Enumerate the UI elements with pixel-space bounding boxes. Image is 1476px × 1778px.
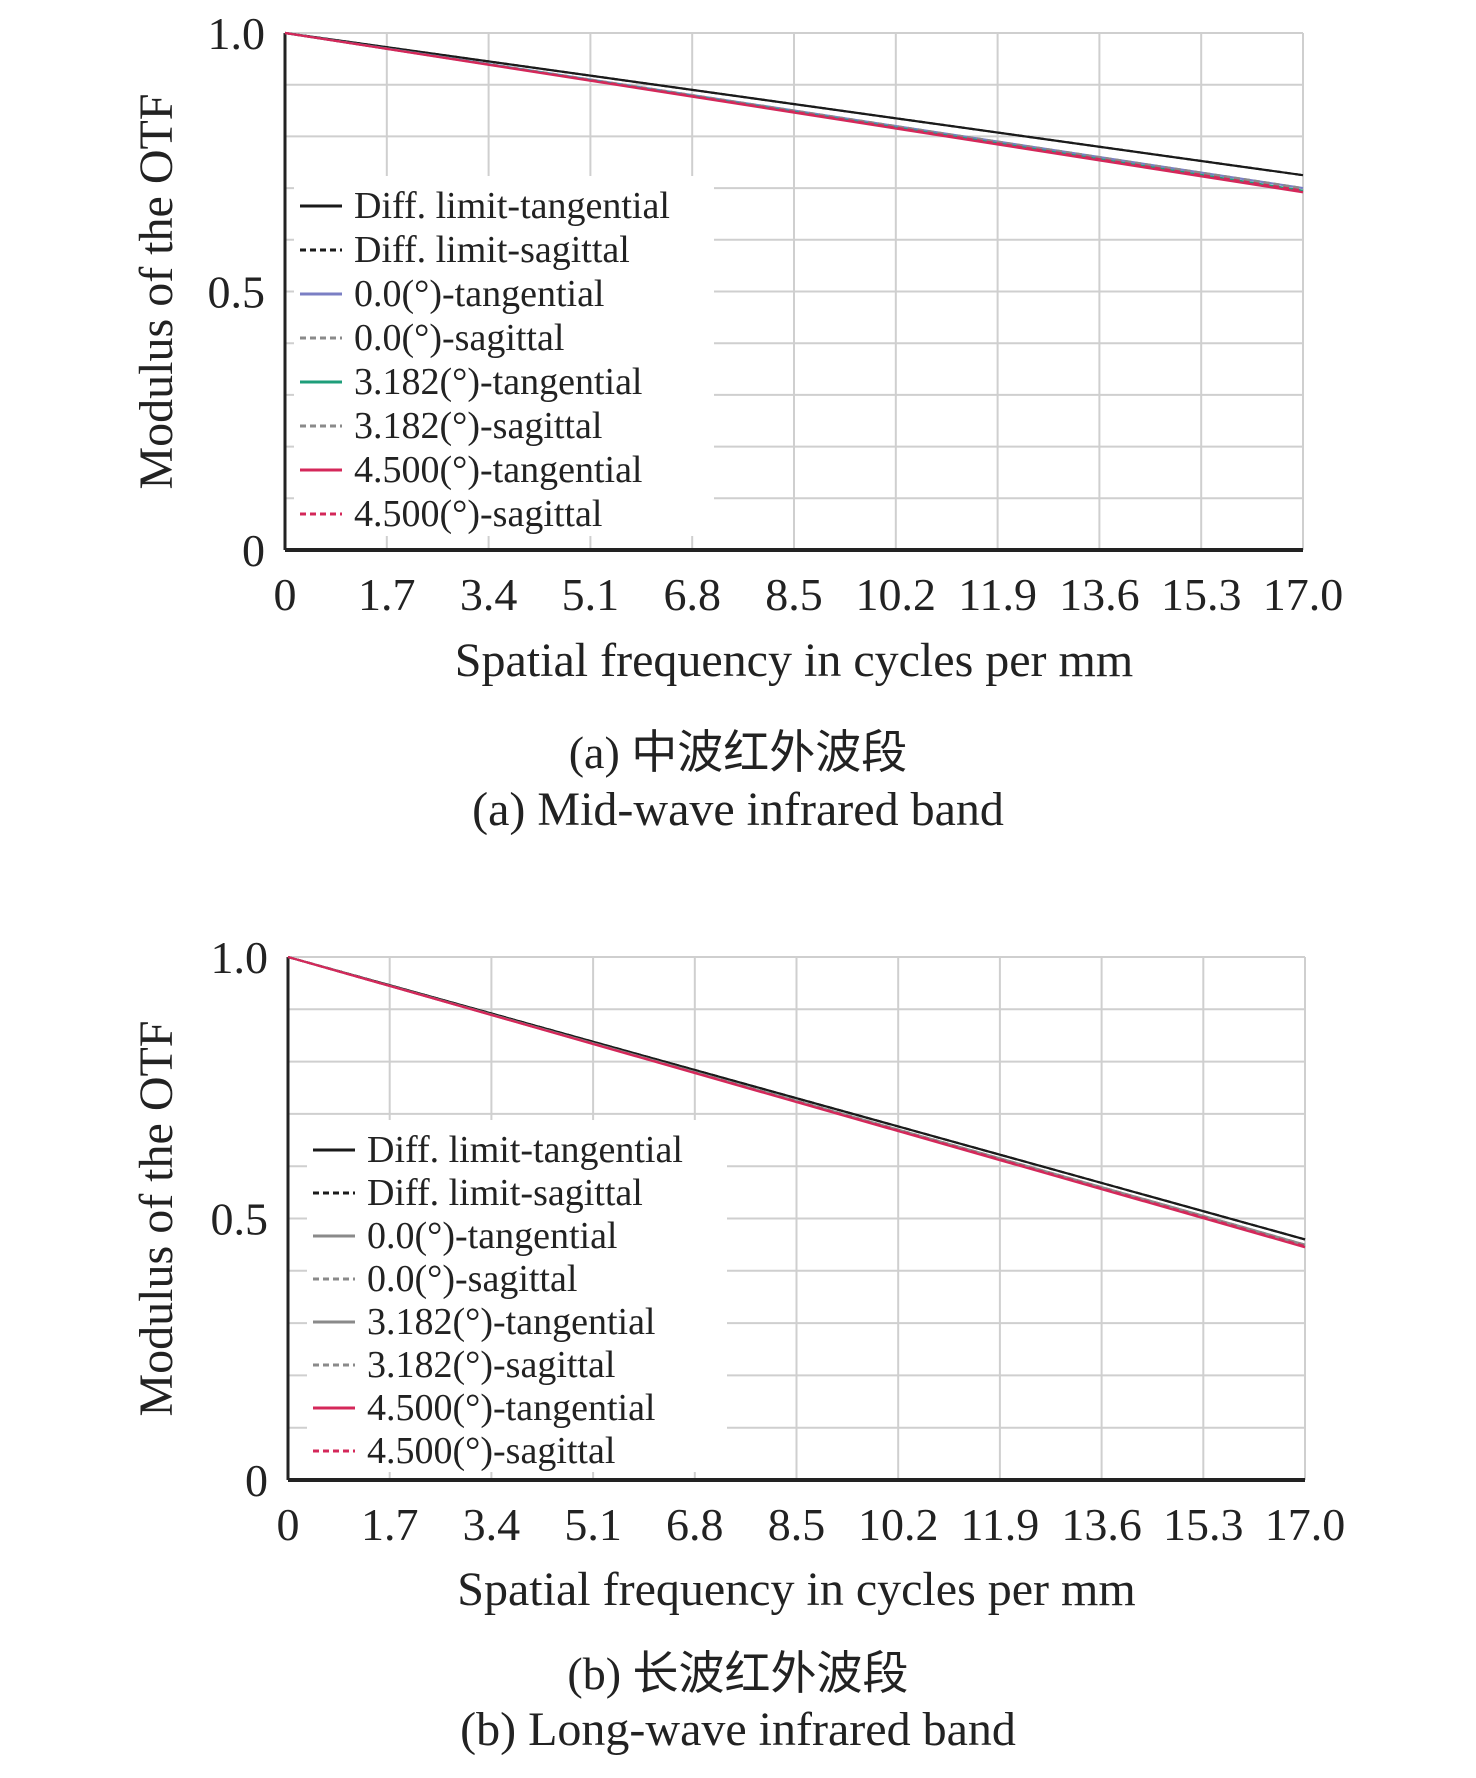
legend-label: 0.0(°)-sagittal <box>354 317 564 359</box>
legend-label: Diff. limit-sagittal <box>354 229 630 271</box>
x-tick-label: 17.0 <box>1265 1499 1346 1550</box>
x-tick-label: 13.6 <box>1059 569 1140 620</box>
y-tick-label: 1.0 <box>211 932 269 983</box>
x-tick-label: 6.8 <box>666 1499 724 1550</box>
x-tick-label: 5.1 <box>562 569 620 620</box>
x-tick-label: 0 <box>274 569 297 620</box>
y-tick-label: 0.5 <box>211 1194 269 1245</box>
x-tick-label: 10.2 <box>856 569 937 620</box>
legend-label: 3.182(°)-sagittal <box>367 1344 615 1386</box>
legend-label: 0.0(°)-tangential <box>354 273 605 315</box>
legend-label: 3.182(°)-tangential <box>354 361 643 403</box>
mtf-plot-mid-wave: 0 1.7 3.4 5.1 6.8 8.5 10.2 11.9 13.6 15.3 17.0 0 0.5… <box>130 8 1344 687</box>
y-axis-label: Modulus of the OTF <box>130 94 183 490</box>
legend-label: 4.500(°)-tangential <box>367 1387 656 1429</box>
x-tick-label: 11.9 <box>961 1499 1040 1550</box>
legend-label: 3.182(°)-sagittal <box>354 405 602 447</box>
legend-label: Diff. limit-tangential <box>367 1129 683 1171</box>
legend-label: 0.0(°)-sagittal <box>367 1258 577 1300</box>
legend-label: 3.182(°)-tangential <box>367 1301 656 1343</box>
chart-mid-wave: 0 1.7 3.4 5.1 6.8 8.5 10.2 11.9 13.6 15.3 17.0 0 0.5… <box>0 0 1476 880</box>
x-tick-label: 15.3 <box>1163 1499 1244 1550</box>
legend-label: Diff. limit-sagittal <box>367 1172 643 1214</box>
x-tick-label: 3.4 <box>463 1499 521 1550</box>
x-tick-label: 5.1 <box>564 1499 622 1550</box>
x-tick-label: 6.8 <box>663 569 721 620</box>
y-tick-label: 1.0 <box>208 8 266 59</box>
caption-en: (b) Long-wave infrared band <box>460 1703 1016 1756</box>
x-tick-label: 13.6 <box>1061 1499 1142 1550</box>
x-tick-label: 0 <box>277 1499 300 1550</box>
x-tick-label: 8.5 <box>765 569 823 620</box>
x-axis-label: Spatial frequency in cycles per mm <box>455 634 1133 687</box>
legend-background <box>294 176 714 536</box>
legend-label: Diff. limit-tangential <box>354 185 670 227</box>
x-axis-label: Spatial frequency in cycles per mm <box>457 1563 1135 1616</box>
y-tick-label: 0 <box>242 525 265 576</box>
legend-label: 4.500(°)-sagittal <box>367 1430 615 1472</box>
x-tick-label: 15.3 <box>1161 569 1242 620</box>
mtf-plot-long-wave: 0 1.7 3.4 5.1 6.8 8.5 10.2 11.9 13.6 15.3 17.0 0 0.5… <box>130 932 1346 1616</box>
x-tick-label: 3.4 <box>460 569 518 620</box>
caption-en: (a) Mid-wave infrared band <box>472 783 1004 836</box>
series-line <box>284 31 1304 192</box>
series-line <box>287 955 1306 1248</box>
legend-label: 4.500(°)-tangential <box>354 449 643 491</box>
series-line <box>284 31 1304 177</box>
x-tick-label: 1.7 <box>361 1499 419 1550</box>
x-tick-label: 8.5 <box>768 1499 826 1550</box>
legend-background <box>307 1120 727 1472</box>
caption-cn: (b) 长波红外波段 <box>567 1648 909 1699</box>
y-tick-label: 0.5 <box>208 267 266 318</box>
caption-cn: (a) 中波红外波段 <box>568 727 908 778</box>
legend-label: 0.0(°)-tangential <box>367 1215 618 1257</box>
x-tick-label: 10.2 <box>858 1499 939 1550</box>
chart-long-wave: 0 1.7 3.4 5.1 6.8 8.5 10.2 11.9 13.6 15.3 17.0 0 0.5… <box>0 905 1476 1778</box>
x-tick-label: 11.9 <box>958 569 1037 620</box>
x-tick-label: 1.7 <box>358 569 416 620</box>
legend-label: 4.500(°)-sagittal <box>354 493 602 535</box>
x-tick-label: 17.0 <box>1263 569 1344 620</box>
y-axis-label: Modulus of the OTF <box>130 1021 183 1417</box>
y-tick-label: 0 <box>245 1455 268 1506</box>
